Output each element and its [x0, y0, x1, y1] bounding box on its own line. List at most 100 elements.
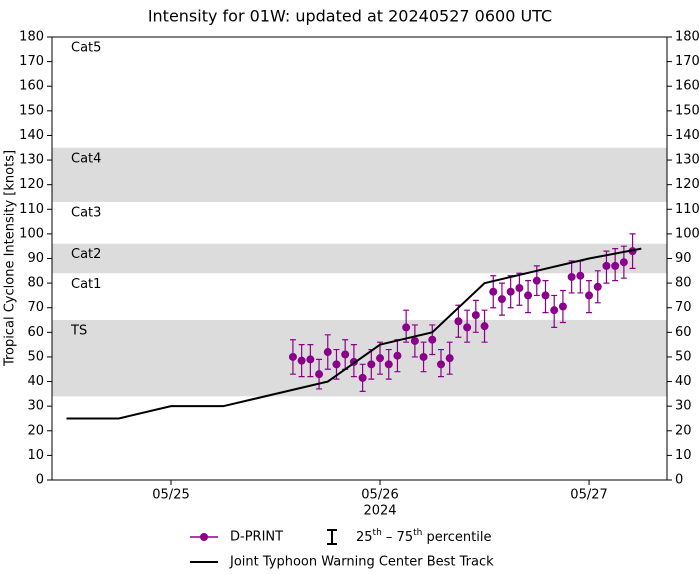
dprint-point	[506, 287, 515, 296]
dprint-point	[454, 317, 463, 326]
y-tick-label: 160	[19, 79, 44, 94]
dprint-point	[445, 354, 454, 363]
y-tick-label: 70	[27, 300, 44, 315]
y2-tick-label: 130	[675, 153, 699, 168]
dprint-point	[480, 322, 489, 331]
dprint-point	[288, 352, 297, 361]
legend-label-part: – 75	[382, 530, 413, 545]
dprint-point	[567, 272, 576, 281]
legend-label: 25th – 75th percentile	[356, 528, 491, 545]
y2-tick-label: 140	[675, 128, 699, 143]
y-axis-label: Tropical Cyclone Intensity [knots]	[3, 150, 18, 367]
legend-label: Joint Typhoon Warning Center Best Track	[229, 555, 494, 570]
y2-tick-label: 30	[675, 399, 692, 414]
y-tick-label: 130	[19, 153, 44, 168]
dprint-point	[515, 284, 524, 293]
y2-tick-label: 10	[675, 448, 692, 463]
dprint-point	[532, 276, 541, 285]
dprint-point	[463, 323, 472, 332]
dprint-point	[367, 360, 376, 369]
band-label: Cat3	[71, 205, 101, 220]
legend: D-PRINT 25th – 75th percentile Joint Typ…	[190, 528, 494, 570]
dprint-point	[393, 351, 402, 360]
y-tick-label: 0	[36, 473, 44, 488]
x-tick-label: 05/25	[152, 488, 189, 503]
y2-tick-label: 40	[675, 374, 692, 389]
y-tick-label: 60	[27, 325, 44, 340]
legend-errorbar	[327, 529, 337, 545]
dprint-point	[558, 302, 567, 311]
bands: TS Cat1 Cat2 Cat3 Cat4 Cat5	[52, 41, 667, 397]
dprint-point	[297, 356, 306, 365]
dprint-point	[341, 350, 350, 359]
plot	[66, 233, 642, 420]
y2-tick-label: 20	[675, 423, 692, 438]
y2-tick-label: 60	[675, 325, 692, 340]
y2-tick-label: 120	[675, 177, 699, 192]
dprint-point	[384, 360, 393, 369]
y-tick-label: 180	[19, 30, 44, 45]
band-label: TS	[70, 324, 87, 339]
dprint-point	[376, 354, 385, 363]
y2-tick-label: 0	[675, 473, 683, 488]
y2-tick-label: 160	[675, 79, 699, 94]
y2-tick-label: 110	[675, 202, 699, 217]
dprint-point	[524, 291, 533, 300]
dprint-point	[619, 258, 628, 267]
x-tick-label: 05/27	[570, 488, 607, 503]
y-tick-label: 110	[19, 202, 44, 217]
y2-tick-label: 100	[675, 226, 699, 241]
y2-tick-label: 80	[675, 276, 692, 291]
dprint-point	[358, 373, 367, 382]
dprint-point	[471, 311, 480, 320]
legend-marker	[200, 533, 208, 541]
y-tick-label: 40	[27, 374, 44, 389]
legend-label-part: th	[373, 528, 382, 538]
y2-tick-label: 50	[675, 349, 692, 364]
y-tick-label: 100	[19, 226, 44, 241]
y-tick-label: 140	[19, 128, 44, 143]
legend-label-part: 25	[356, 530, 373, 545]
best-track-line	[66, 247, 642, 420]
y2-tick-label: 180	[675, 30, 699, 45]
y-tick-label: 10	[27, 448, 44, 463]
dprint-point	[489, 287, 498, 296]
dprint-point	[428, 335, 437, 344]
dprint-point	[593, 282, 602, 291]
band-label: Cat1	[71, 277, 101, 292]
chart-title: Intensity for 01W: updated at 20240527 0…	[148, 7, 552, 26]
dprint-point	[315, 370, 324, 379]
band-label: Cat4	[71, 151, 101, 166]
dprint-point	[602, 261, 611, 270]
dprint-point	[576, 271, 585, 280]
band-label: Cat5	[71, 41, 101, 56]
legend-label: D-PRINT	[230, 530, 283, 545]
dprint-point	[306, 355, 315, 364]
y-tick-label: 80	[27, 276, 44, 291]
x-axis-label: 2024	[363, 504, 396, 519]
y2-tick-label: 90	[675, 251, 692, 266]
dprint-point	[323, 348, 332, 357]
dprint-point	[410, 336, 419, 345]
dprint-point	[497, 295, 506, 304]
y2-tick-label: 170	[675, 54, 699, 69]
legend-label-part: th	[413, 528, 422, 538]
y2-tick-label: 70	[675, 300, 692, 315]
dprint-point	[402, 323, 411, 332]
y2-tick-label: 150	[675, 103, 699, 118]
y-tick-label: 50	[27, 349, 44, 364]
category-band	[52, 243, 667, 274]
legend-label-part: percentile	[422, 530, 491, 545]
x-tick-label: 05/26	[361, 488, 398, 503]
y-tick-label: 20	[27, 423, 44, 438]
dprint-point	[541, 291, 550, 300]
y-tick-label: 120	[19, 177, 44, 192]
dprint-point	[419, 352, 428, 361]
dprint-point	[585, 291, 594, 300]
dprint-point	[550, 306, 559, 315]
dprint-point	[611, 261, 620, 270]
dprint-point	[332, 360, 341, 369]
dprint-point	[436, 360, 445, 369]
y-tick-label: 30	[27, 399, 44, 414]
